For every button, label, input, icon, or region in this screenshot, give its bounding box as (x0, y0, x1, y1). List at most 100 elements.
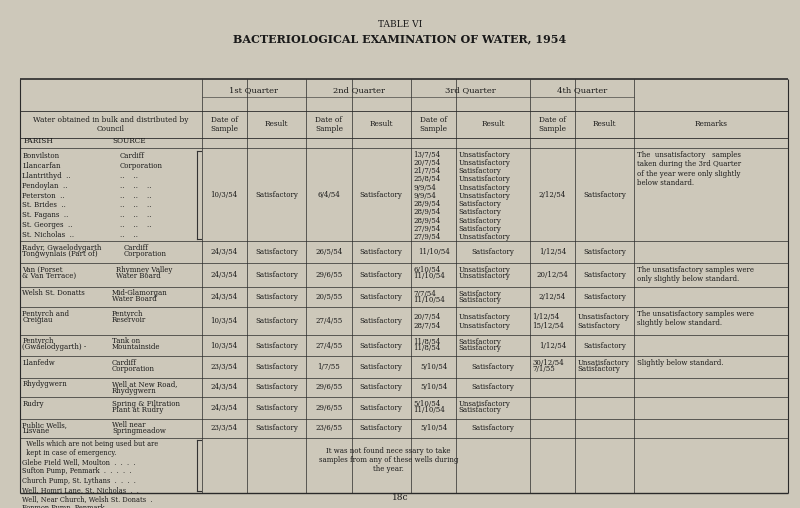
Text: 24/3/54: 24/3/54 (210, 248, 238, 256)
Text: Satisfactory: Satisfactory (583, 191, 626, 199)
Text: Llancarfan: Llancarfan (22, 162, 61, 170)
Text: 20/12/54: 20/12/54 (537, 271, 568, 279)
Text: 11/10/54: 11/10/54 (414, 272, 445, 280)
Text: SOURCE: SOURCE (112, 137, 146, 145)
Text: ..    ..: .. .. (120, 231, 138, 239)
Text: 5/10/54: 5/10/54 (420, 424, 447, 432)
Text: Llanfedw: Llanfedw (22, 359, 55, 367)
Text: Satisfactory: Satisfactory (360, 191, 402, 199)
Text: 1st Quarter: 1st Quarter (230, 86, 278, 94)
Text: 11/10/54: 11/10/54 (414, 296, 445, 304)
Text: 13/7/54: 13/7/54 (414, 151, 441, 158)
Text: Satisfactory: Satisfactory (255, 363, 298, 371)
Text: Satisfactory: Satisfactory (255, 384, 298, 392)
Text: Unsatisfactory: Unsatisfactory (458, 175, 510, 183)
Text: 29/6/55: 29/6/55 (315, 271, 342, 279)
Text: Result: Result (593, 120, 617, 129)
Text: Result: Result (265, 120, 288, 129)
Text: 21/7/54: 21/7/54 (414, 167, 441, 175)
Text: Satisfactory: Satisfactory (583, 248, 626, 256)
Text: Unsatisfactory: Unsatisfactory (458, 151, 510, 158)
Text: Satisfactory: Satisfactory (471, 363, 514, 371)
Text: Rhymney Valley: Rhymney Valley (116, 266, 172, 273)
Text: Satisfactory: Satisfactory (360, 384, 402, 392)
Text: Satisfactory: Satisfactory (255, 341, 298, 350)
Text: Slightly below standard.: Slightly below standard. (637, 359, 723, 367)
Text: 23/3/54: 23/3/54 (210, 363, 238, 371)
Text: 1/7/55: 1/7/55 (318, 363, 340, 371)
Text: 4th Quarter: 4th Quarter (557, 86, 607, 94)
Text: Pentyrch and: Pentyrch and (22, 309, 70, 318)
Text: Spring & Filtration: Spring & Filtration (112, 400, 180, 407)
Text: & Van Terrace): & Van Terrace) (22, 272, 77, 279)
Text: 1/12/54: 1/12/54 (538, 248, 566, 256)
Text: Satisfactory: Satisfactory (458, 344, 502, 352)
Text: ..    ..    ..: .. .. .. (120, 192, 151, 200)
Text: Peterston  ..: Peterston .. (22, 192, 65, 200)
Text: 24/3/54: 24/3/54 (210, 293, 238, 301)
Text: Satisfactory: Satisfactory (360, 271, 402, 279)
Text: Pentyrch: Pentyrch (22, 337, 54, 345)
Text: Public Wells,: Public Wells, (22, 421, 67, 429)
Text: PARISH: PARISH (23, 137, 53, 145)
Text: Tank on: Tank on (112, 337, 140, 345)
Text: 23/3/54: 23/3/54 (210, 424, 238, 432)
Text: Well near: Well near (112, 421, 146, 429)
Text: Reservoir: Reservoir (112, 315, 146, 324)
Text: Water Board: Water Board (112, 295, 157, 303)
Text: Satisfactory: Satisfactory (255, 317, 298, 325)
Text: The unsatisfactory samples were
only slightly below standard.: The unsatisfactory samples were only sli… (637, 266, 754, 283)
Text: 23/6/55: 23/6/55 (315, 424, 342, 432)
Text: It was not found nece ssary to take
samples from any of these wells during
the y: It was not found nece ssary to take samp… (318, 447, 458, 473)
Text: Satisfactory: Satisfactory (583, 271, 626, 279)
Text: 27/4/55: 27/4/55 (315, 341, 342, 350)
Text: Corporation: Corporation (120, 162, 163, 170)
Text: Water Board: Water Board (116, 272, 161, 279)
Text: 24/3/54: 24/3/54 (210, 271, 238, 279)
Text: Satisfactory: Satisfactory (255, 293, 298, 301)
Text: Satisfactory: Satisfactory (255, 404, 298, 412)
Text: 6/10/54: 6/10/54 (414, 266, 441, 274)
Text: Unsatisfactory: Unsatisfactory (458, 313, 510, 321)
Text: Satisfactory: Satisfactory (360, 424, 402, 432)
Text: Satisfactory: Satisfactory (583, 293, 626, 301)
Text: Date of
Sample: Date of Sample (420, 116, 448, 133)
Text: Cardiff: Cardiff (120, 152, 145, 160)
Text: Well at New Road,: Well at New Road, (112, 380, 178, 389)
Text: Plant at Rudry: Plant at Rudry (112, 406, 163, 414)
Text: 11/8/54: 11/8/54 (414, 344, 441, 352)
Text: 15/12/54: 15/12/54 (532, 323, 564, 330)
Text: Unsatisfactory: Unsatisfactory (458, 400, 510, 408)
Text: Satisfactory: Satisfactory (360, 404, 402, 412)
Text: Rhydygwern: Rhydygwern (112, 387, 157, 395)
Text: Satisfactory: Satisfactory (255, 248, 298, 256)
Text: St. Nicholas  ..: St. Nicholas .. (22, 231, 74, 239)
Text: Result: Result (370, 120, 393, 129)
Text: Unsatisfactory: Unsatisfactory (458, 233, 510, 241)
Text: 26/5/54: 26/5/54 (315, 248, 342, 256)
Text: 29/6/55: 29/6/55 (315, 384, 342, 392)
Text: 9/9/54: 9/9/54 (414, 184, 436, 192)
Text: Rhydygwern: Rhydygwern (22, 380, 67, 389)
Text: Rudry: Rudry (22, 400, 44, 407)
Text: Unsatisfactory: Unsatisfactory (458, 272, 510, 280)
Text: Satisfactory: Satisfactory (458, 406, 502, 414)
Text: St. Georges  ..: St. Georges .. (22, 221, 73, 229)
Text: 5/10/54: 5/10/54 (420, 384, 447, 392)
Text: Satisfactory: Satisfactory (458, 290, 502, 298)
Text: Satisfactory: Satisfactory (458, 296, 502, 304)
Text: Satisfactory: Satisfactory (360, 363, 402, 371)
Text: 18c: 18c (392, 493, 408, 502)
Text: Bonvilston: Bonvilston (22, 152, 59, 160)
Text: 5/10/54: 5/10/54 (420, 363, 447, 371)
Text: The unsatisfactory samples were
slightly below standard.: The unsatisfactory samples were slightly… (637, 309, 754, 327)
Text: 27/9/54: 27/9/54 (414, 225, 441, 233)
Text: Corporation: Corporation (124, 250, 167, 258)
Text: Cardiff: Cardiff (112, 359, 137, 367)
Text: Unsatisfactory: Unsatisfactory (458, 192, 510, 200)
Text: 5/10/54: 5/10/54 (414, 400, 441, 408)
Text: Cardiff: Cardiff (124, 244, 149, 252)
Text: 24/3/54: 24/3/54 (210, 384, 238, 392)
Text: 9/9/54: 9/9/54 (414, 192, 436, 200)
Text: 28/9/54: 28/9/54 (414, 217, 441, 225)
